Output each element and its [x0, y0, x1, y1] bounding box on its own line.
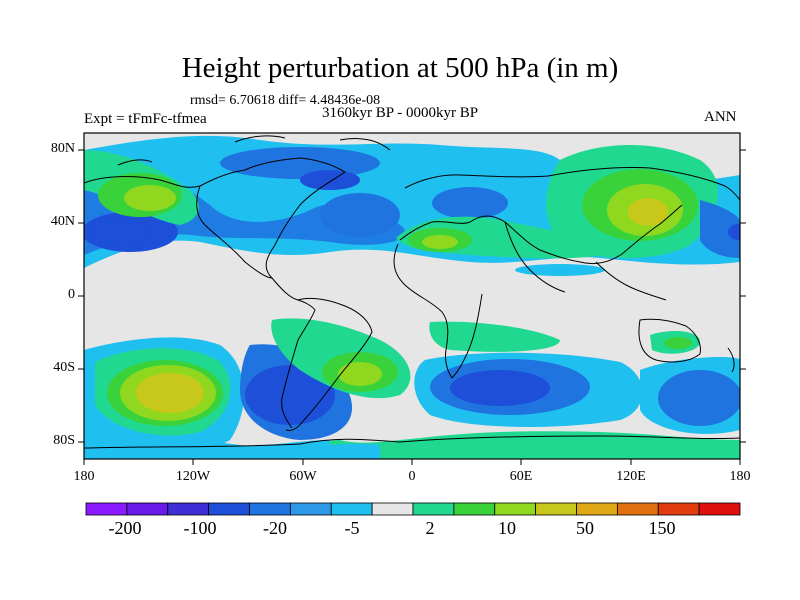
- lon-tick-60e: 60E: [509, 469, 533, 484]
- axis-ticks: [78, 149, 746, 465]
- lon-tick-60w: 60W: [289, 469, 317, 484]
- colorbar-box: [453, 502, 496, 516]
- colorbar-box: [126, 502, 169, 516]
- colorbar-box: [657, 502, 700, 516]
- south-band: [84, 318, 740, 459]
- colorbar-box: [616, 502, 659, 516]
- colorbar-box: [412, 502, 455, 516]
- colorbar-box: [208, 502, 250, 516]
- experiment-label: Expt = tFmFc-tfmea: [84, 111, 207, 127]
- colorbar-box: [249, 502, 291, 516]
- colorbar: [85, 502, 741, 516]
- lat-tick-80n: 80N: [50, 141, 75, 156]
- colorbar-box: [698, 502, 741, 516]
- coastlines: [84, 135, 740, 449]
- colorbar-box: [494, 502, 537, 516]
- lat-tick-40n: 40N: [50, 214, 75, 229]
- colorbar-box: [535, 502, 577, 516]
- colorbar-box: [576, 502, 618, 516]
- season-label: ANN: [704, 109, 737, 125]
- colorbar-label: -100: [183, 518, 217, 538]
- colorbar-box: [167, 502, 210, 516]
- colorbar-label: 50: [576, 518, 594, 538]
- colorbar-box: [330, 502, 373, 516]
- map-title: Height perturbation at 500 hPa (in m): [181, 52, 619, 84]
- lon-tick-180-left: 180: [73, 469, 95, 484]
- colorbar-label: 10: [498, 518, 516, 538]
- colorbar-label: -20: [263, 518, 287, 538]
- colorbar-box: [85, 502, 128, 516]
- colorbar-label: 150: [648, 518, 676, 538]
- contour-field: [84, 133, 740, 459]
- colorbar-label: 2: [425, 518, 435, 538]
- colorbar-label: -5: [344, 518, 360, 538]
- colorbar-box: [371, 502, 414, 516]
- period-label: 3160kyr BP - 0000kyr BP: [322, 105, 479, 121]
- lon-tick-120w: 120W: [175, 469, 211, 484]
- colorbar-label: -200: [108, 518, 142, 538]
- rmsd-diff-stats: rmsd= 6.70618 diff= 4.48436e-08: [190, 93, 381, 108]
- lat-tick-40s: 40S: [53, 360, 75, 375]
- lat-tick-0: 0: [68, 287, 75, 302]
- lon-tick-180-right: 180: [729, 469, 751, 484]
- colorbar-box: [289, 502, 332, 516]
- lon-tick-0: 0: [408, 469, 416, 484]
- lat-tick-80s: 80S: [53, 433, 75, 448]
- lon-tick-120e: 120E: [616, 469, 646, 484]
